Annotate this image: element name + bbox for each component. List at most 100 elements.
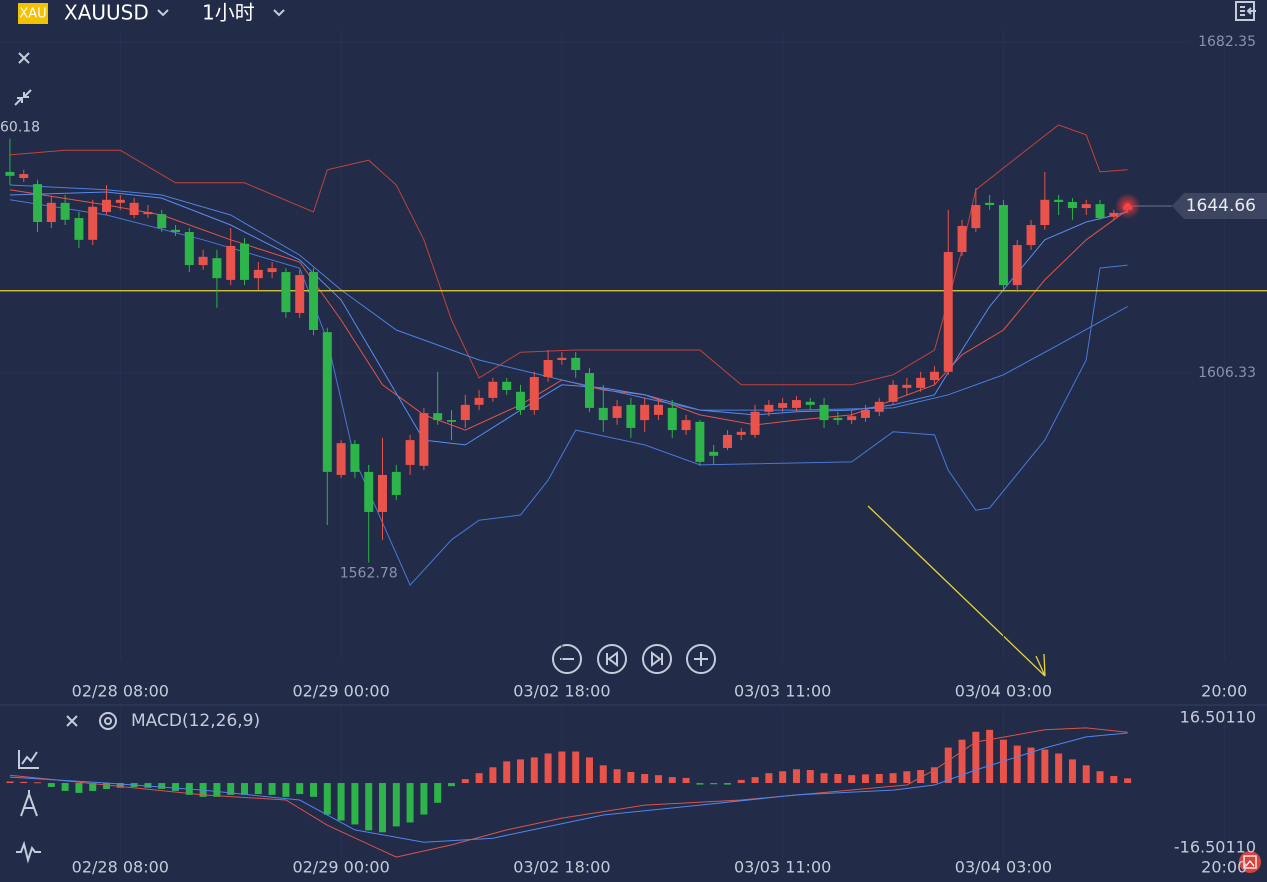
candle-body: [957, 225, 967, 253]
macd-bar: [1110, 775, 1118, 784]
macd-bar: [61, 783, 69, 791]
low-label: 1562.78: [340, 566, 398, 582]
macd-bar: [779, 771, 787, 784]
macd-bar: [337, 783, 345, 821]
candle-body: [391, 471, 401, 495]
candle-body: [943, 252, 953, 372]
candle-body: [322, 332, 332, 472]
x-tick-label: 20:00: [1201, 858, 1247, 877]
macd-bar: [351, 783, 359, 825]
indicator-tool[interactable]: [18, 750, 39, 769]
y-tick-label: 16.50110: [1180, 708, 1256, 727]
y-tick-label: 1682.35: [1198, 34, 1256, 50]
candle-body: [667, 407, 677, 431]
corner-badge[interactable]: [1239, 851, 1261, 873]
macd-bar: [241, 783, 249, 795]
candle-body: [1040, 199, 1050, 226]
macd-bar: [972, 731, 980, 784]
macd-bar: [489, 767, 497, 784]
forward-button[interactable]: [642, 644, 672, 674]
macd-bar: [682, 777, 690, 784]
last-price-tag: [1172, 193, 1267, 220]
macd-bar: [379, 783, 387, 833]
candle-body: [33, 184, 43, 222]
macd-bar: [75, 783, 83, 793]
candle-body: [778, 403, 788, 408]
symbol-dropdown[interactable]: [157, 9, 169, 17]
macd-bar: [420, 783, 428, 815]
nav-circle: [686, 644, 716, 674]
candle-body: [819, 404, 829, 421]
macd-bar: [654, 775, 662, 784]
candle-body: [1081, 204, 1091, 209]
candle-body: [460, 404, 470, 421]
nav-circle: [552, 644, 582, 674]
draw-tool[interactable]: [20, 790, 38, 817]
candle-body: [571, 357, 581, 371]
macd-bar: [503, 761, 511, 784]
candle-body: [253, 269, 263, 279]
macd-bar: [806, 770, 814, 784]
candle-body: [584, 373, 594, 408]
candle-body: [736, 431, 746, 435]
macd-bar: [116, 783, 124, 788]
macd-bar: [903, 771, 911, 784]
macd-bar: [475, 773, 483, 784]
candle-body: [129, 202, 139, 216]
macd-bar: [627, 772, 635, 784]
wave-tool[interactable]: [16, 840, 41, 864]
candle-body: [267, 268, 277, 273]
macd-close[interactable]: [66, 715, 78, 727]
macd-bar: [158, 783, 166, 789]
back-button[interactable]: [597, 644, 627, 674]
candle-body: [612, 406, 622, 418]
macd-bar: [696, 783, 704, 785]
interval[interactable]: 1小时: [202, 1, 255, 25]
candle-body: [598, 407, 608, 421]
candle-body: [626, 404, 636, 428]
candle-body: [350, 444, 360, 472]
shrink-button[interactable]: [14, 89, 32, 106]
macd-bar: [986, 729, 994, 784]
candle-body: [860, 410, 870, 418]
macd-bar: [820, 773, 828, 784]
candle-body: [722, 434, 732, 448]
macd-settings[interactable]: [99, 712, 117, 730]
candle-body: [143, 211, 153, 215]
candle-body: [446, 420, 456, 422]
x-tick-label: 03/04 03:00: [955, 858, 1052, 877]
candle-body: [653, 404, 663, 415]
x-tick-label: 02/29 00:00: [292, 682, 389, 701]
candle-body: [378, 474, 388, 512]
x-tick-label: 02/28 08:00: [72, 682, 169, 701]
macd-bar: [613, 769, 621, 784]
candle-body: [805, 401, 815, 405]
interval-dropdown[interactable]: [273, 9, 285, 17]
macd-bar: [944, 747, 952, 784]
candle-body: [5, 171, 15, 176]
nav-glyph: [651, 651, 663, 667]
zoom-in-button[interactable]: [686, 644, 716, 674]
macd-bar: [268, 783, 276, 795]
candle-body: [1109, 212, 1119, 217]
candle-body: [336, 443, 346, 475]
macd-bar: [282, 783, 290, 797]
macd-line: [9, 727, 1128, 858]
candle-body: [709, 451, 719, 456]
macd-bar: [765, 773, 773, 784]
candle-body: [46, 202, 56, 222]
gear-ring: [99, 712, 117, 730]
macd-bar: [365, 783, 373, 831]
x-tick-label: 03/03 11:00: [734, 858, 831, 877]
macd-bar: [447, 783, 455, 787]
macd-bar: [1124, 778, 1132, 784]
close-button[interactable]: [18, 52, 30, 64]
candle-body: [102, 199, 112, 212]
candle-body: [640, 404, 650, 421]
candle-body: [364, 471, 374, 512]
panel-toggle[interactable]: [1235, 1, 1256, 21]
symbol[interactable]: XAUUSD: [64, 1, 149, 25]
indicator-line: [9, 191, 1128, 446]
candle-body: [515, 391, 525, 411]
